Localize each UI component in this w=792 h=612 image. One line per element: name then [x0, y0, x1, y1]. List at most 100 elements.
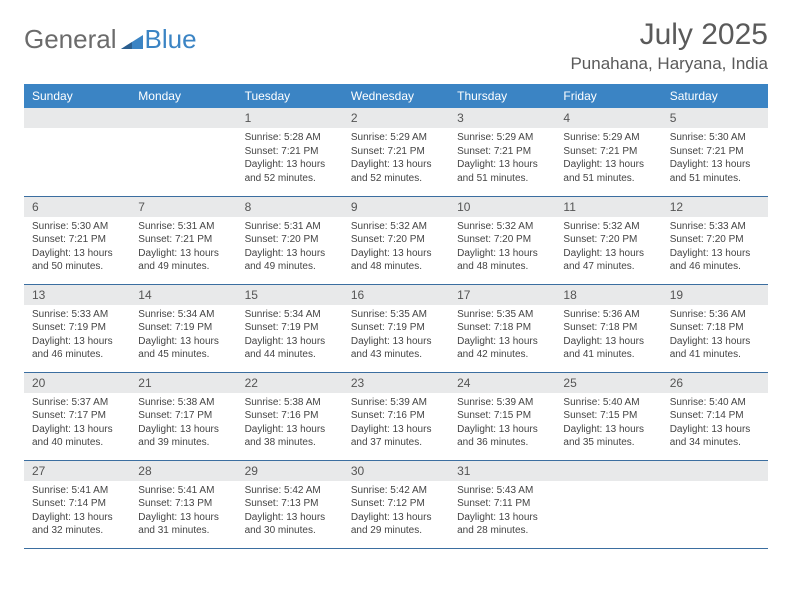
day-number: 4 [555, 108, 661, 128]
sunrise-line: Sunrise: 5:30 AM [670, 131, 760, 145]
sunrise-line: Sunrise: 5:32 AM [563, 220, 653, 234]
day-number: 27 [24, 461, 130, 481]
daylight-line: Daylight: 13 hours and 42 minutes. [457, 335, 547, 362]
sunset-line: Sunset: 7:14 PM [32, 497, 122, 511]
sunrise-line: Sunrise: 5:30 AM [32, 220, 122, 234]
sunrise-line: Sunrise: 5:29 AM [457, 131, 547, 145]
day-details: Sunrise: 5:39 AMSunset: 7:16 PMDaylight:… [343, 393, 449, 456]
sunset-line: Sunset: 7:16 PM [245, 409, 335, 423]
calendar-day-cell: 22 Sunrise: 5:38 AMSunset: 7:16 PMDayligh… [237, 372, 343, 460]
day-details: Sunrise: 5:29 AMSunset: 7:21 PMDaylight:… [343, 128, 449, 191]
weekday-header: Friday [555, 84, 661, 108]
sunrise-line: Sunrise: 5:34 AM [245, 308, 335, 322]
daylight-line: Daylight: 13 hours and 51 minutes. [457, 158, 547, 185]
sunrise-line: Sunrise: 5:43 AM [457, 484, 547, 498]
day-number: 23 [343, 373, 449, 393]
calendar-week-row: 20Sunrise: 5:37 AMSunset: 7:17 PMDayligh… [24, 372, 768, 460]
sunset-line: Sunset: 7:20 PM [670, 233, 760, 247]
calendar-day-cell: 1Sunrise: 5:28 AMSunset: 7:21 PMDaylight… [237, 108, 343, 196]
day-number: 22 [237, 373, 343, 393]
daylight-line: Daylight: 13 hours and 47 minutes. [563, 247, 653, 274]
calendar-week-row: 1Sunrise: 5:28 AMSunset: 7:21 PMDaylight… [24, 108, 768, 196]
sunrise-line: Sunrise: 5:31 AM [245, 220, 335, 234]
sunset-line: Sunset: 7:19 PM [138, 321, 228, 335]
day-details: Sunrise: 5:33 AMSunset: 7:20 PMDaylight:… [662, 217, 768, 280]
calendar-day-cell: 13Sunrise: 5:33 AMSunset: 7:19 PMDayligh… [24, 284, 130, 372]
calendar-day-cell: 9Sunrise: 5:32 AMSunset: 7:20 PMDaylight… [343, 196, 449, 284]
day-details: Sunrise: 5:42 AMSunset: 7:13 PMDaylight:… [237, 481, 343, 544]
sunset-line: Sunset: 7:15 PM [563, 409, 653, 423]
weekday-header: Tuesday [237, 84, 343, 108]
calendar-day-cell: 6Sunrise: 5:30 AMSunset: 7:21 PMDaylight… [24, 196, 130, 284]
calendar-day-cell: 28Sunrise: 5:41 AMSunset: 7:13 PMDayligh… [130, 460, 236, 548]
sunrise-line: Sunrise: 5:32 AM [351, 220, 441, 234]
sunrise-line: Sunrise: 5:29 AM [563, 131, 653, 145]
calendar-empty-cell [662, 460, 768, 548]
day-details: Sunrise: 5:41 AMSunset: 7:13 PMDaylight:… [130, 481, 236, 544]
daylight-line: Daylight: 13 hours and 38 minutes. [245, 423, 335, 450]
calendar-day-cell: 31Sunrise: 5:43 AMSunset: 7:11 PMDayligh… [449, 460, 555, 548]
sunset-line: Sunset: 7:12 PM [351, 497, 441, 511]
day-number: 2 [343, 108, 449, 128]
day-details: Sunrise: 5:32 AMSunset: 7:20 PMDaylight:… [343, 217, 449, 280]
day-details: Sunrise: 5:35 AMSunset: 7:18 PMDaylight:… [449, 305, 555, 368]
day-number: 29 [237, 461, 343, 481]
daylight-line: Daylight: 13 hours and 43 minutes. [351, 335, 441, 362]
sunrise-line: Sunrise: 5:36 AM [563, 308, 653, 322]
day-details: Sunrise: 5:28 AMSunset: 7:21 PMDaylight:… [237, 128, 343, 191]
calendar-day-cell: 3Sunrise: 5:29 AMSunset: 7:21 PMDaylight… [449, 108, 555, 196]
day-number: 30 [343, 461, 449, 481]
daylight-line: Daylight: 13 hours and 48 minutes. [457, 247, 547, 274]
day-details: Sunrise: 5:34 AMSunset: 7:19 PMDaylight:… [130, 305, 236, 368]
logo: General Blue [24, 18, 197, 55]
sunrise-line: Sunrise: 5:33 AM [32, 308, 122, 322]
day-details: Sunrise: 5:36 AMSunset: 7:18 PMDaylight:… [555, 305, 661, 368]
sunset-line: Sunset: 7:20 PM [245, 233, 335, 247]
day-number: 8 [237, 197, 343, 217]
sunrise-line: Sunrise: 5:35 AM [457, 308, 547, 322]
daylight-line: Daylight: 13 hours and 52 minutes. [245, 158, 335, 185]
daylight-line: Daylight: 13 hours and 36 minutes. [457, 423, 547, 450]
sunset-line: Sunset: 7:19 PM [351, 321, 441, 335]
sunrise-line: Sunrise: 5:31 AM [138, 220, 228, 234]
sunset-line: Sunset: 7:21 PM [457, 145, 547, 159]
sunset-line: Sunset: 7:18 PM [457, 321, 547, 335]
sunrise-line: Sunrise: 5:33 AM [670, 220, 760, 234]
day-details: Sunrise: 5:40 AMSunset: 7:14 PMDaylight:… [662, 393, 768, 456]
day-details: Sunrise: 5:41 AMSunset: 7:14 PMDaylight:… [24, 481, 130, 544]
day-number: 11 [555, 197, 661, 217]
daylight-line: Daylight: 13 hours and 51 minutes. [670, 158, 760, 185]
sunrise-line: Sunrise: 5:36 AM [670, 308, 760, 322]
daylight-line: Daylight: 13 hours and 40 minutes. [32, 423, 122, 450]
calendar-empty-cell [555, 460, 661, 548]
daylight-line: Daylight: 13 hours and 46 minutes. [32, 335, 122, 362]
logo-word2: Blue [145, 24, 197, 55]
sunrise-line: Sunrise: 5:42 AM [245, 484, 335, 498]
sunset-line: Sunset: 7:19 PM [245, 321, 335, 335]
sunset-line: Sunset: 7:18 PM [670, 321, 760, 335]
sunrise-line: Sunrise: 5:40 AM [563, 396, 653, 410]
calendar-day-cell: 11Sunrise: 5:32 AMSunset: 7:20 PMDayligh… [555, 196, 661, 284]
day-number: 16 [343, 285, 449, 305]
logo-word1: General [24, 24, 117, 55]
sunrise-line: Sunrise: 5:38 AM [245, 396, 335, 410]
calendar-day-cell: 21Sunrise: 5:38 AMSunset: 7:17 PMDayligh… [130, 372, 236, 460]
day-details: Sunrise: 5:32 AMSunset: 7:20 PMDaylight:… [449, 217, 555, 280]
day-number: 21 [130, 373, 236, 393]
day-details: Sunrise: 5:37 AMSunset: 7:17 PMDaylight:… [24, 393, 130, 456]
daylight-line: Daylight: 13 hours and 35 minutes. [563, 423, 653, 450]
calendar-empty-cell [24, 108, 130, 196]
daylight-line: Daylight: 13 hours and 48 minutes. [351, 247, 441, 274]
daylight-line: Daylight: 13 hours and 29 minutes. [351, 511, 441, 538]
day-details: Sunrise: 5:39 AMSunset: 7:15 PMDaylight:… [449, 393, 555, 456]
sunset-line: Sunset: 7:20 PM [351, 233, 441, 247]
weekday-header: Sunday [24, 84, 130, 108]
day-number: 25 [555, 373, 661, 393]
calendar-day-cell: 12Sunrise: 5:33 AMSunset: 7:20 PMDayligh… [662, 196, 768, 284]
calendar-day-cell: 29Sunrise: 5:42 AMSunset: 7:13 PMDayligh… [237, 460, 343, 548]
daylight-line: Daylight: 13 hours and 41 minutes. [670, 335, 760, 362]
day-details: Sunrise: 5:29 AMSunset: 7:21 PMDaylight:… [555, 128, 661, 191]
day-details: Sunrise: 5:40 AMSunset: 7:15 PMDaylight:… [555, 393, 661, 456]
weekday-header: Thursday [449, 84, 555, 108]
calendar-day-cell: 2Sunrise: 5:29 AMSunset: 7:21 PMDaylight… [343, 108, 449, 196]
